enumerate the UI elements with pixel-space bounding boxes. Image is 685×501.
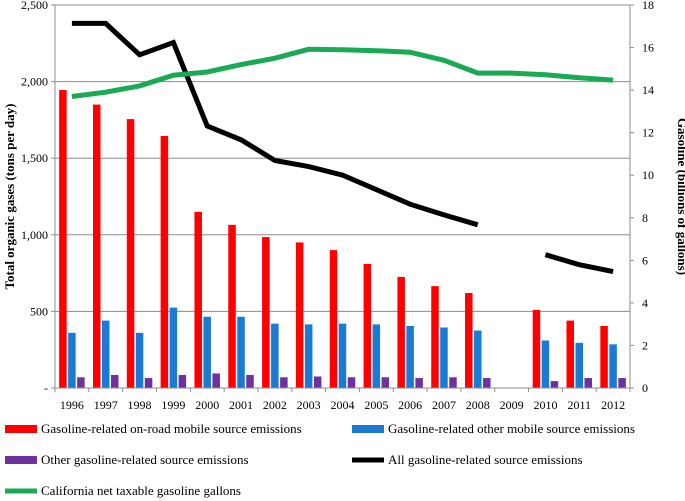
line-california-net-taxable-gasoline-gallons [71,46,614,99]
left-tick-label: 2,000 [21,75,48,89]
bar-gasoline-related-on-road-mobile-source-emissions-2001 [228,224,236,388]
bar-other-gasoline-related-source-emissions-2001 [246,374,254,388]
left-tick-label: 2,500 [21,0,48,12]
x-tick-label: 2004 [331,398,355,412]
legend: Gasoline-related on-road mobile source e… [5,421,635,498]
x-tick-label: 2008 [466,398,490,412]
bar-gasoline-related-other-mobile-source-emissions-2004 [338,323,347,388]
left-axis-title: Total organic gases (tons per day) [2,104,17,290]
bar-gasoline-related-other-mobile-source-emissions-2011 [575,342,584,388]
line-all-gasoline-related-source-emissions [71,20,614,275]
right-tick-label: 16 [642,41,654,55]
bar-gasoline-related-other-mobile-source-emissions-2002 [271,323,279,388]
legend-label: Gasoline-related other mobile source emi… [388,421,635,436]
bar-other-gasoline-related-source-emissions-1997 [110,374,119,388]
bar-gasoline-related-other-mobile-source-emissions-2008 [474,330,482,388]
bar-other-gasoline-related-source-emissions-2008 [483,378,491,388]
bar-gasoline-related-other-mobile-source-emissions-2001 [237,316,245,388]
x-tick-label: 2005 [364,398,388,412]
x-tick-label: 2006 [398,398,422,412]
right-tick-label: 0 [642,381,648,395]
legend-label: California net taxable gasoline gallons [41,483,241,498]
bar-gasoline-related-other-mobile-source-emissions-2007 [440,327,448,388]
bar-other-gasoline-related-source-emissions-1999 [178,374,187,388]
bar-gasoline-related-on-road-mobile-source-emissions-2011 [566,320,575,388]
lines [71,20,614,275]
x-tick-label: 1996 [60,398,84,412]
x-tick-label: 2011 [567,398,591,412]
right-tick-label: 6 [642,253,648,267]
bar-other-gasoline-related-source-emissions-2012 [618,378,626,388]
bar-gasoline-related-other-mobile-source-emissions-2010 [541,340,550,388]
right-axis-title: Gasoline (billions of gallons) [675,118,685,275]
bar-gasoline-related-on-road-mobile-source-emissions-2007 [431,286,439,388]
x-tick-label: 2003 [297,398,321,412]
bar-gasoline-related-other-mobile-source-emissions-1999 [169,307,178,388]
right-tick-label: 14 [642,83,654,97]
bar-gasoline-related-on-road-mobile-source-emissions-2005 [363,263,372,388]
bar-gasoline-related-other-mobile-source-emissions-2005 [372,324,381,388]
left-tick-label: 1,000 [21,228,48,242]
left-axis-ticks: - 500 1,000 1,500 2,000 2,500 [21,0,55,395]
bar-gasoline-related-on-road-mobile-source-emissions-1999 [160,135,169,388]
bar-gasoline-related-on-road-mobile-source-emissions-2008 [465,293,473,388]
bar-gasoline-related-other-mobile-source-emissions-2006 [406,325,414,388]
bar-gasoline-related-other-mobile-source-emissions-2012 [609,344,617,388]
bars [59,90,626,388]
right-tick-label: 10 [642,168,654,182]
bar-gasoline-related-on-road-mobile-source-emissions-1997 [92,104,101,388]
legend-label: All gasoline-related source emissions [388,452,583,467]
bar-gasoline-related-on-road-mobile-source-emissions-1998 [126,119,135,388]
left-tick-label: 500 [30,304,48,318]
bar-other-gasoline-related-source-emissions-1998 [144,378,153,388]
bar-gasoline-related-on-road-mobile-source-emissions-2006 [397,276,405,388]
left-tick-label: 1,500 [21,151,48,165]
bar-gasoline-related-on-road-mobile-source-emissions-2003 [295,242,304,388]
x-tick-label: 2000 [195,398,219,412]
x-tick-label: 2012 [601,398,625,412]
bar-other-gasoline-related-source-emissions-2007 [449,377,457,388]
bar-other-gasoline-related-source-emissions-1996 [77,377,85,388]
bar-gasoline-related-on-road-mobile-source-emissions-2012 [600,325,608,388]
x-tick-label: 1997 [94,398,118,412]
bar-gasoline-related-other-mobile-source-emissions-2000 [203,316,211,388]
x-tick-label: 2010 [533,398,557,412]
right-axis-ticks: 0 2 4 6 8 10 12 14 16 18 [630,0,654,395]
x-tick-label: 2001 [229,398,253,412]
bar-gasoline-related-on-road-mobile-source-emissions-1996 [59,90,67,388]
x-tick-label: 2007 [432,398,456,412]
legend-label: Other gasoline-related source emissions [41,452,249,467]
bar-other-gasoline-related-source-emissions-2000 [212,373,220,388]
bar-gasoline-related-other-mobile-source-emissions-1997 [101,320,110,388]
bar-gasoline-related-on-road-mobile-source-emissions-2002 [262,237,270,388]
right-tick-label: 12 [642,126,654,140]
bar-other-gasoline-related-source-emissions-2002 [280,377,288,388]
bar-gasoline-related-on-road-mobile-source-emissions-2010 [532,309,541,388]
bar-gasoline-related-on-road-mobile-source-emissions-2000 [194,211,202,388]
bar-gasoline-related-on-road-mobile-source-emissions-2004 [329,250,338,388]
right-tick-label: 4 [642,296,648,310]
axes [54,5,631,389]
bar-gasoline-related-other-mobile-source-emissions-2003 [304,324,313,388]
bar-other-gasoline-related-source-emissions-2005 [381,377,390,388]
x-tick-label: 1999 [161,398,185,412]
bar-gasoline-related-other-mobile-source-emissions-1998 [135,332,144,388]
right-tick-label: 2 [642,338,648,352]
right-tick-label: 18 [642,0,654,12]
bar-other-gasoline-related-source-emissions-2006 [415,378,423,388]
x-axis-ticks: 1996 1997 1998 1999 2000 2001 2002 2003 2004 2005… [54,388,631,412]
bar-other-gasoline-related-source-emissions-2004 [347,377,356,388]
bar-other-gasoline-related-source-emissions-2010 [550,381,559,388]
bar-other-gasoline-related-source-emissions-2003 [313,376,322,388]
x-tick-label: 2002 [263,398,287,412]
left-tick-label: - [44,381,48,395]
x-tick-label: 1998 [128,398,152,412]
right-tick-label: 8 [642,211,648,225]
x-tick-label: 2009 [500,398,524,412]
bar-other-gasoline-related-source-emissions-2011 [584,378,593,388]
bar-gasoline-related-other-mobile-source-emissions-1996 [68,332,76,388]
legend-label: Gasoline-related on-road mobile source e… [41,421,302,436]
